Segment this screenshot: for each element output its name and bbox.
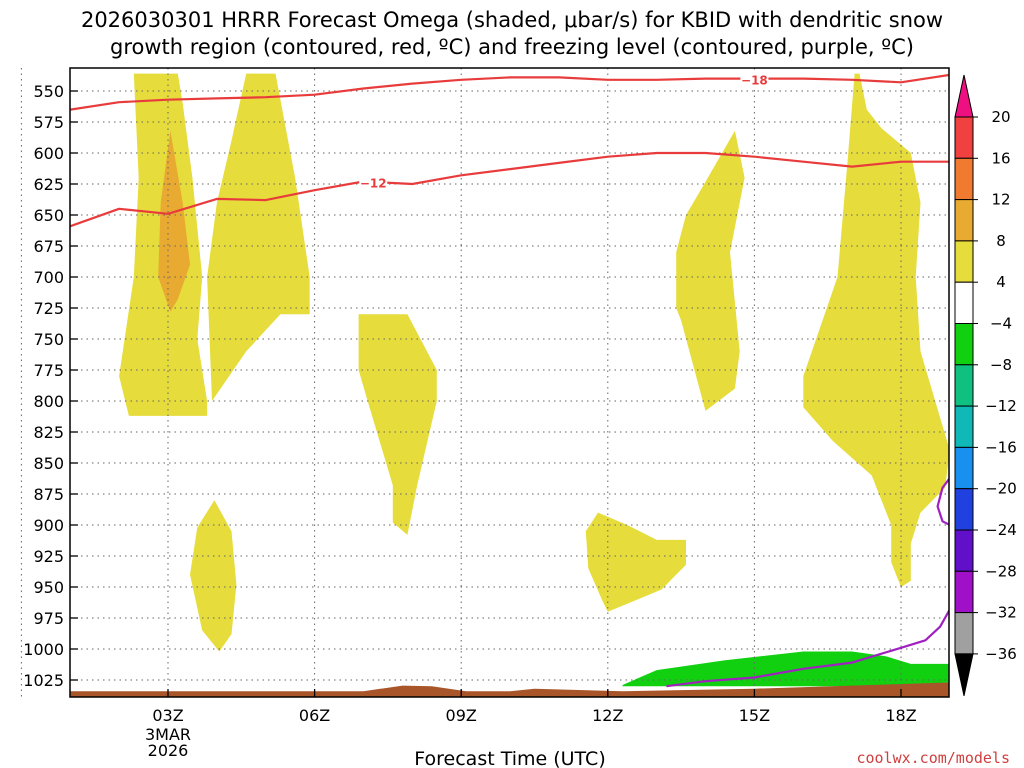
colorbar-segment-0 [954,116,974,159]
omega-region-5 [585,512,686,612]
colorbar-segment-11 [954,570,974,614]
colorbar-label-6: −8 [990,356,1012,374]
colorbar-segment-10 [954,529,974,572]
omega-region-9 [70,682,949,697]
colorbar-label-0: 20 [991,108,1010,126]
x-tick-label-0: 03Z [152,706,183,725]
contour-line-2 [666,608,949,688]
time-axis-ticks: 03Z 06Z 09Z 12Z 15Z 18Z [152,689,917,725]
y-tick-label-2: 600 [33,144,64,163]
colorbar-label-11: −28 [985,562,1017,580]
y-tick-label-6: 700 [33,268,64,287]
colorbar-segment-5 [954,323,974,366]
date-label-year: 2026 [148,741,189,760]
colorbar-label-13: −36 [985,645,1017,663]
dotted-grid [20,68,949,697]
chart-title-line2: growth region (contoured, red, ºC) and f… [110,35,914,59]
y-tick-label-4: 650 [33,206,64,225]
y-tick-label-9: 775 [33,361,64,380]
colorbar-label-1: 16 [991,149,1010,167]
omega-region-8 [622,651,949,687]
colorbar-label-12: −32 [985,604,1017,622]
y-tick-label-1: 575 [33,113,64,132]
omega-region-3 [190,500,237,652]
contour-label-bg-1 [359,175,388,190]
omega-region-7 [803,73,949,587]
colorbar-label-10: −24 [985,521,1017,539]
colorbar-segment-3 [954,240,974,283]
colorbar-label-3: 8 [996,232,1006,250]
colorbar-label-4: 4 [996,273,1006,291]
colorbar-label-7: −12 [985,397,1017,415]
x-axis-label: Forecast Time (UTC) [414,748,605,768]
y-tick-label-11: 825 [33,423,64,442]
omega-region-4 [358,314,437,535]
colorbar-label-2: 12 [991,191,1010,209]
plot-frame [69,67,950,698]
colorbar-segment-4 [954,281,974,325]
colorbar-segment-2 [954,199,974,242]
y-tick-label-19: 1025 [23,671,64,690]
date-label-day: 3MAR [145,725,191,744]
y-tick-label-18: 1000 [23,640,64,659]
colorbar-segment-12 [954,612,974,655]
colorbar-segment-1 [954,157,974,201]
y-tick-label-3: 625 [33,175,64,194]
colorbar-label-9: −20 [985,480,1017,498]
chart-title-line1: 2026030301 HRRR Forecast Omega (shaded, … [81,8,943,32]
omega-region-2 [158,130,190,312]
colorbar-top-arrow [954,74,974,118]
colorbar: 20 16 12 8 4 −4 −8 −12 −16 −20 −24 −28 −32 −36 [954,74,1017,697]
x-tick-label-3: 12Z [592,706,623,725]
colorbar-segment-8 [954,446,974,490]
y-tick-label-14: 900 [33,516,64,535]
contour-line-1 [70,151,949,228]
colorbar-segment-6 [954,364,974,407]
x-tick-label-1: 06Z [299,706,330,725]
omega-region-6 [676,130,745,411]
colorbar-label-5: −4 [990,315,1012,333]
pressure-axis-ticks: 550 575 600 625 650 675 700 725 750 775 800 825 850 8… [23,82,78,690]
y-tick-label-8: 750 [33,330,64,349]
omega-shaded-regions [70,73,949,697]
credit-text: coolwx.com/models [856,749,1010,767]
x-tick-label-5: 18Z [885,706,916,725]
colorbar-bottom-arrow [954,653,974,697]
contour-label-1: −12 [360,176,387,190]
temperature-contours: −18 −12 [70,72,949,688]
contour-line-3 [936,477,949,526]
y-tick-label-16: 950 [33,578,64,597]
contour-label-bg-0 [740,72,769,87]
omega-region-1 [207,73,310,401]
y-tick-label-0: 550 [33,82,64,101]
x-tick-label-2: 09Z [446,706,477,725]
colorbar-segment-7 [954,405,974,448]
contour-label-0: −18 [741,73,768,87]
y-tick-label-7: 725 [33,299,64,318]
y-tick-label-17: 975 [33,609,64,628]
colorbar-segment-9 [954,488,974,531]
y-tick-label-10: 800 [33,392,64,411]
contour-line-0 [70,73,949,111]
y-tick-label-13: 875 [33,485,64,504]
y-tick-label-15: 925 [33,547,64,566]
y-tick-label-5: 675 [33,237,64,256]
x-tick-label-4: 15Z [739,706,770,725]
colorbar-label-8: −16 [985,438,1017,456]
y-tick-label-12: 850 [33,454,64,473]
